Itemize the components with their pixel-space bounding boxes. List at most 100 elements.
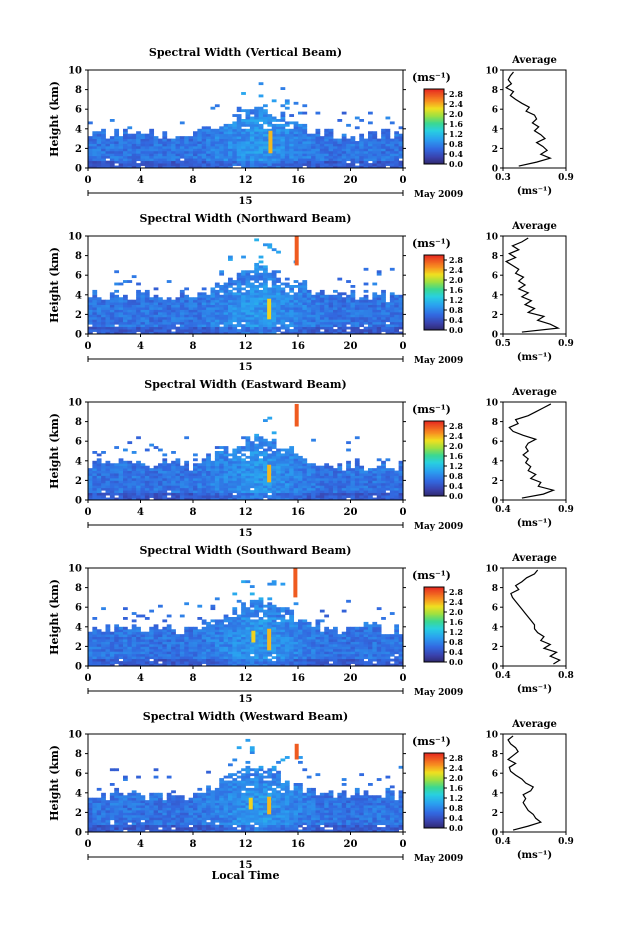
spectral-width-heatmap (88, 236, 403, 334)
heatmap-cell (167, 634, 172, 637)
heatmap-cell (351, 156, 356, 159)
heatmap-cell (180, 314, 185, 317)
heatmap-cell (302, 314, 307, 317)
heatmap-cell (180, 153, 185, 156)
heatmap-cell (237, 307, 242, 310)
heatmap-cell (294, 148, 299, 151)
heatmap-cell (106, 144, 111, 147)
heatmap-cell (276, 488, 281, 491)
heatmap-cell (219, 480, 224, 483)
heatmap-cell (171, 483, 176, 486)
heatmap-cell (215, 632, 220, 635)
heatmap-cell (119, 654, 124, 657)
heatmap-cell (241, 307, 246, 310)
heatmap-cell (211, 153, 216, 156)
heatmap-cell (241, 163, 246, 166)
heatmap-cell (289, 449, 294, 452)
heatmap-cell (285, 144, 290, 147)
heatmap-cell (237, 322, 242, 325)
heatmap-cell (359, 161, 364, 164)
heatmap-cell (237, 292, 242, 295)
heatmap-cell (294, 478, 299, 481)
heatmap-cell (211, 466, 216, 469)
heatmap-cell (184, 466, 189, 469)
heatmap-cell (263, 327, 268, 330)
heatmap-cell (219, 273, 224, 276)
heatmap-cell (110, 319, 115, 322)
heatmap-cell (254, 280, 259, 283)
heatmap-cell (237, 471, 242, 474)
heatmap-cell (215, 151, 220, 154)
heatmap-cell (311, 317, 316, 320)
heatmap-cell (364, 478, 369, 481)
heatmap-cell (106, 649, 111, 652)
heatmap-cell (289, 151, 294, 154)
heatmap-cell (154, 661, 159, 664)
heatmap-cell (202, 639, 207, 642)
heatmap-cell (237, 466, 242, 469)
heatmap-cell (119, 637, 124, 640)
heatmap-cell (302, 146, 307, 149)
heatmap-cell (176, 476, 181, 479)
heatmap-cell (267, 273, 272, 276)
heatmap-cell (224, 659, 229, 662)
heatmap-cell (346, 490, 351, 493)
heatmap-cell (224, 297, 229, 300)
heatmap-cell (206, 639, 211, 642)
heatmap-cell (219, 456, 224, 459)
heatmap-cell (241, 280, 246, 283)
heatmap-cell (307, 163, 312, 166)
heatmap-cell (88, 632, 93, 635)
heatmap-cell (211, 322, 216, 325)
heatmap-cell (307, 488, 312, 491)
heatmap-cell (254, 153, 259, 156)
heatmap-cell (211, 639, 216, 642)
heatmap-cell (386, 158, 391, 161)
heatmap-cell (228, 314, 233, 317)
heatmap-cell (254, 278, 259, 281)
heatmap-cell (259, 129, 264, 132)
heatmap-cell (136, 141, 141, 144)
profile-x-tick-label: 0.9 (558, 173, 574, 183)
heatmap-cell (136, 139, 141, 142)
heatmap-cell (97, 144, 102, 147)
heatmap-cell (289, 287, 294, 290)
heatmap-cell (241, 617, 246, 620)
heatmap-cell (132, 151, 137, 154)
heatmap-cell (119, 158, 124, 161)
heatmap-cell (202, 637, 207, 640)
heatmap-cell (176, 463, 181, 466)
heatmap-cell (123, 483, 128, 486)
heatmap-cell (285, 661, 290, 664)
heatmap-cell (298, 466, 303, 469)
heatmap-cell (368, 134, 373, 137)
heatmap-cell (250, 324, 255, 327)
heatmap-cell (132, 480, 137, 483)
heatmap-cell (316, 131, 321, 134)
heatmap-cell (355, 317, 360, 320)
heatmap-cell (333, 324, 338, 327)
colorbar-tick-label: 2.4 (449, 265, 463, 275)
heatmap-cell (92, 297, 97, 300)
heatmap-cell (101, 463, 106, 466)
heatmap-cell (97, 634, 102, 637)
heatmap-cell (114, 463, 119, 466)
heatmap-cell (224, 651, 229, 654)
heatmap-cell (285, 305, 290, 308)
heatmap-cell (132, 659, 137, 662)
heatmap-cell (101, 493, 106, 496)
heatmap-cell (149, 629, 154, 632)
heatmap-cell (364, 493, 369, 496)
heatmap-cell (351, 148, 356, 151)
heatmap-cell (110, 642, 115, 645)
heatmap-cell (302, 495, 307, 498)
heatmap-cell (364, 144, 369, 147)
heatmap-cell (324, 480, 329, 483)
heatmap-cell (259, 624, 264, 627)
heatmap-cell (202, 485, 207, 488)
heatmap-cell (254, 493, 259, 496)
heatmap-cell (289, 324, 294, 327)
heatmap-cell (254, 117, 259, 120)
heatmap-cell (184, 483, 189, 486)
heatmap-cell (246, 637, 251, 640)
